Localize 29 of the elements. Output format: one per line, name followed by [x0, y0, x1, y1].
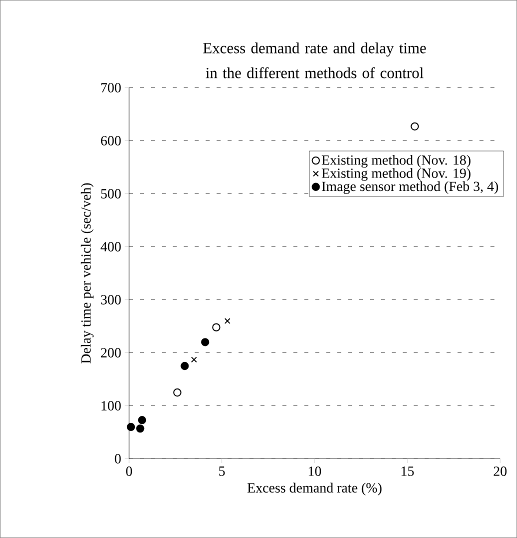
- legend-label: Image sensor method (Feb 3, 4): [322, 181, 498, 194]
- y-tick-label: 0: [114, 454, 121, 464]
- y-tick-label: 700: [101, 83, 121, 92]
- y-tick-label: 100: [102, 401, 121, 410]
- x-axis-title: Excess demand rate (%): [247, 482, 382, 496]
- y-tick-label: 300: [101, 295, 121, 304]
- point: [410, 122, 419, 130]
- point: [138, 416, 146, 424]
- point: [201, 338, 210, 346]
- point: [191, 356, 197, 363]
- x-tick-label: 5: [219, 466, 225, 476]
- legend-label: Existing method (Nov. 19): [322, 168, 470, 181]
- point: [180, 362, 189, 370]
- y-tick-label: 600: [100, 136, 121, 146]
- point: [136, 424, 144, 433]
- x-tick-label: 0: [126, 466, 132, 476]
- point: [212, 323, 220, 332]
- legend-label: Existing method (Nov. 18): [322, 154, 470, 168]
- x-tick-label: 10: [308, 466, 322, 476]
- x-tick-label: 20: [494, 466, 507, 476]
- y-tick-label: 500: [101, 189, 121, 198]
- point: [173, 388, 182, 397]
- y-tick-label: 400: [100, 242, 121, 252]
- y-tick-label: 200: [100, 348, 121, 358]
- chart-title: Excess demand rate and delay time in the different methods of control: [203, 42, 426, 78]
- point: [224, 318, 230, 324]
- x-tick-label: 15: [402, 466, 414, 476]
- y-axis-title: Delay time per vehicle (sec/veh): [80, 183, 94, 364]
- point: [126, 422, 135, 432]
